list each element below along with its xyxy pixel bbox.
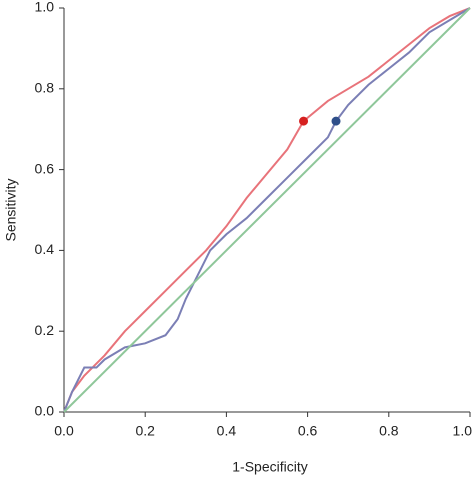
- y-tick-label: 1.0: [35, 0, 55, 15]
- y-tick-label: 0.2: [35, 322, 55, 338]
- cutoff-point: [299, 116, 309, 126]
- y-tick-label: 0.4: [35, 241, 55, 257]
- y-tick-label: 0.8: [35, 80, 55, 96]
- x-tick-label: 1.0: [453, 423, 473, 439]
- x-tick-label: 0.2: [135, 423, 155, 439]
- x-axis-label: 1-Specificity: [232, 459, 307, 475]
- x-tick-label: 0.4: [217, 423, 237, 439]
- cutoff-point: [331, 116, 341, 126]
- x-tick-label: 0.0: [54, 423, 74, 439]
- y-tick-label: 0.6: [35, 160, 55, 176]
- roc-curve: [63, 7, 471, 413]
- x-tick-label: 0.6: [298, 423, 318, 439]
- roc-curve: [63, 7, 471, 413]
- x-tick-label: 0.8: [379, 423, 399, 439]
- y-axis-label: Sensitivity: [3, 178, 19, 241]
- y-tick-label: 0.0: [35, 403, 55, 419]
- roc-curve: [63, 7, 471, 413]
